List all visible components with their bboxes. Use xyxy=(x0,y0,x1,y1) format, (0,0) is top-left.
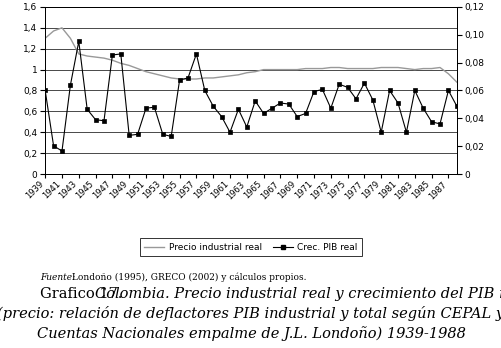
Text: Fuente:: Fuente: xyxy=(40,273,75,282)
Text: Londoño (1995), GRECO (2002) y cálculos propios.: Londoño (1995), GRECO (2002) y cálculos … xyxy=(69,272,306,282)
Text: Grafico 17.: Grafico 17. xyxy=(40,286,127,301)
Text: Cuentas Nacionales empalme de J.L. Londoño) 1939-1988: Cuentas Nacionales empalme de J.L. Londo… xyxy=(37,326,464,341)
Legend: Precio industrial real, Crec. PIB real: Precio industrial real, Crec. PIB real xyxy=(140,238,361,256)
Text: Colombia. Precio industrial real y crecimiento del PIB real: Colombia. Precio industrial real y creci… xyxy=(95,286,501,301)
Text: (precio: relación de deflactores PIB industrial y total según CEPAL y: (precio: relación de deflactores PIB ind… xyxy=(0,307,501,322)
